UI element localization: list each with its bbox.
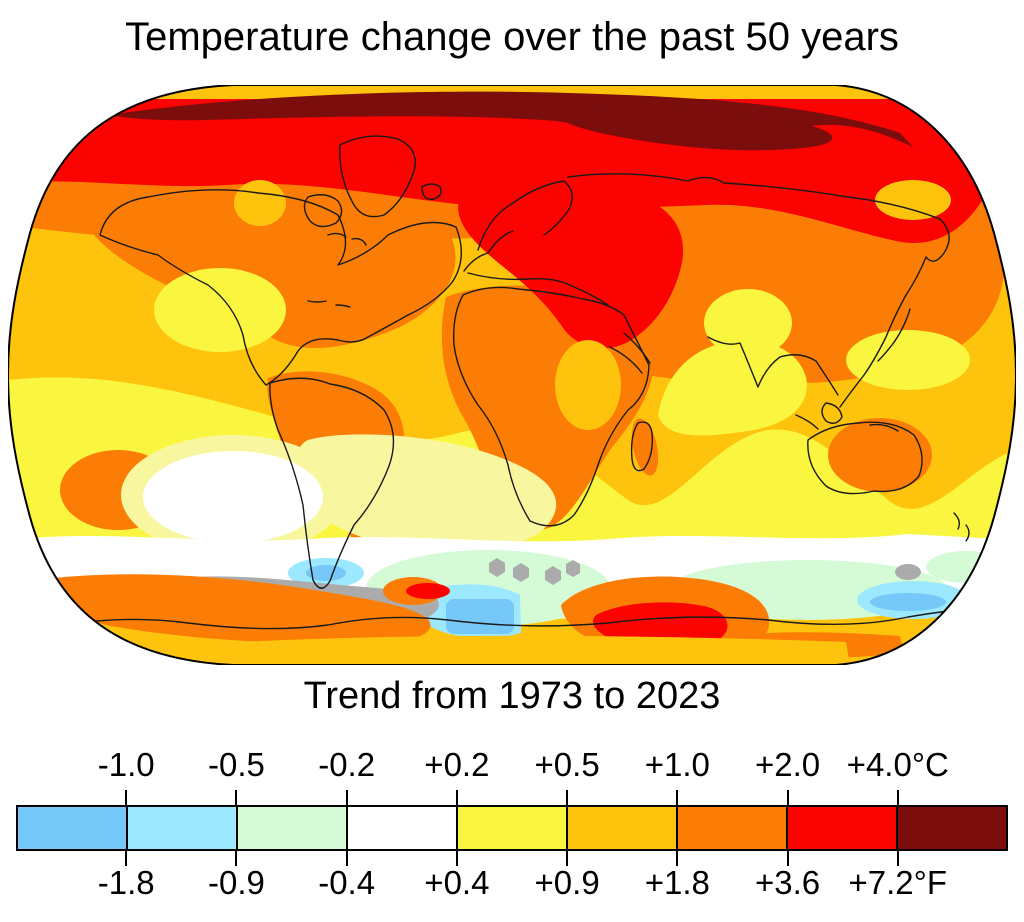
region-blue-patagonia: [306, 565, 346, 581]
celsius-label-8: +4.0°C: [846, 746, 949, 783]
fahrenheit-label-2: -0.9: [208, 864, 265, 901]
region-northwest-pacific-yellow: [846, 330, 970, 390]
scale-tick-bottom-2: [235, 850, 238, 866]
region-south-atlantic-pale-yellow: [296, 434, 557, 553]
fahrenheit-label-4: +0.4: [424, 864, 490, 901]
coast-new-zealand: [953, 512, 970, 542]
fahrenheit-label-8: +7.2°F: [848, 864, 948, 901]
color-scale-legend: -1.0 -0.5 -0.2 +0.2 +0.5 +1.0 +2.0 +4.0°C -1.8-…: [16, 746, 1008, 906]
region-south-pacific-white: [143, 451, 323, 543]
coast-southeast-asia-islands: [795, 402, 899, 432]
region-blue-center: [446, 599, 514, 634]
coast-arctic-russia: [567, 173, 941, 220]
region-southeast-asia-yellow: [658, 340, 807, 436]
region-bottom-amber-strip: [216, 635, 850, 665]
scale-tick-bottom-6: [676, 850, 679, 866]
coast-antarctica: [62, 609, 959, 630]
region-antarctic-orange-left: [45, 574, 431, 644]
color-scale-bar: [16, 805, 1008, 851]
coast-south-america: [269, 377, 395, 589]
coast-iceland: [421, 183, 442, 200]
scale-tick-bottom-3: [345, 850, 348, 866]
coast-europe: [463, 180, 573, 272]
scale-tick-top-2: [235, 790, 238, 805]
coast-australia: [807, 421, 923, 495]
celsius-label-5: +0.5: [534, 746, 600, 783]
scale-tick-bottom-4: [455, 850, 458, 866]
coast-east-asia: [839, 218, 950, 408]
region-east-africa-amber-patch: [555, 340, 621, 430]
celsius-label-row: -1.0 -0.5 -0.2 +0.2 +0.5 +1.0 +2.0 +4.0°C: [16, 746, 1008, 786]
scale-segment-+1.0C-to-+2.0C: [676, 807, 786, 849]
scale-tick-bottom-7: [786, 850, 789, 866]
map-outline: [6, 84, 1018, 666]
region-europe-middle-east-red: [458, 180, 684, 349]
scale-segment-above-+4.0C: [896, 807, 1006, 849]
map-regions: [8, 85, 1016, 665]
coast-south-asia: [609, 332, 839, 396]
scale-tick-bottom-1: [125, 850, 128, 866]
coast-mediterranean: [467, 272, 609, 306]
celsius-label-3: -0.2: [318, 746, 376, 783]
coast-north-america: [99, 189, 462, 386]
celsius-label-6: +1.0: [644, 746, 710, 783]
coast-africa: [453, 286, 650, 527]
region-mint-far-right: [926, 551, 1006, 583]
fahrenheit-label-row: -1.8 -0.9 -0.4 +0.4 +0.9 +1.8 +3.6 +7.2°F: [16, 864, 1008, 904]
celsius-label-4: +0.2: [424, 746, 490, 783]
fahrenheit-label-5: +0.9: [534, 864, 600, 901]
coast-greenland: [339, 135, 416, 218]
celsius-label-2: -0.5: [208, 746, 265, 783]
region-gulf-of-alaska-yellow: [154, 268, 286, 352]
scale-segment-below--1.0C: [18, 807, 126, 849]
coast-caribbean: [307, 300, 351, 308]
celsius-label-1: -1.0: [97, 746, 155, 783]
coast-madagascar: [630, 421, 654, 472]
chart-subtitle: Trend from 1973 to 2023: [303, 675, 721, 717]
region-no-data-right: [895, 564, 921, 580]
scale-tick-bottom-8: [896, 850, 899, 866]
fahrenheit-label-3: -0.4: [318, 864, 376, 901]
scale-tick-top-5: [566, 790, 569, 805]
region-blue-right: [870, 593, 946, 611]
region-india-yellow: [704, 289, 792, 357]
world-map: [6, 84, 1018, 666]
coast-hudson-bay: [303, 194, 343, 228]
chart-title: Temperature change over the past 50 year…: [125, 15, 899, 59]
coast-japan: [877, 308, 911, 362]
no-data-hexagon-dots: [489, 558, 580, 585]
fahrenheit-label-1: -1.8: [97, 864, 155, 901]
coastlines: [62, 135, 970, 630]
world-map-svg: [6, 84, 1018, 666]
celsius-label-7: +2.0: [754, 746, 821, 783]
scale-tick-top-3: [345, 790, 348, 805]
scale-tick-top-7: [786, 790, 789, 805]
scale-segment--1.0C-to--0.5C: [126, 807, 236, 849]
scale-segment--0.5C-to--0.2C: [236, 807, 346, 849]
scale-tick-top-6: [676, 790, 679, 805]
region-siberia-dark-red: [552, 106, 833, 151]
scale-segment-+0.5C-to-+1.0C: [566, 807, 676, 849]
scale-segment-+2.0C-to-+4.0C: [786, 807, 896, 849]
region-australia-interior: [828, 418, 932, 492]
region-bering-amber-patch: [875, 180, 951, 220]
fahrenheit-label-6: +1.8: [644, 864, 710, 901]
scale-tick-top-8: [896, 790, 899, 805]
scale-tick-bottom-5: [566, 850, 569, 866]
coast-great-lakes: [327, 232, 367, 246]
fahrenheit-label-7: +3.6: [754, 864, 821, 901]
region-canada-amber-patch: [234, 180, 286, 226]
scale-segment-+0.2C-to-+0.5C: [456, 807, 566, 849]
scale-tick-top-4: [455, 790, 458, 805]
scale-segment--0.2C-to-+0.2C: [346, 807, 456, 849]
region-antarctic-red-strip: [406, 583, 450, 599]
scale-tick-top-1: [125, 790, 128, 805]
